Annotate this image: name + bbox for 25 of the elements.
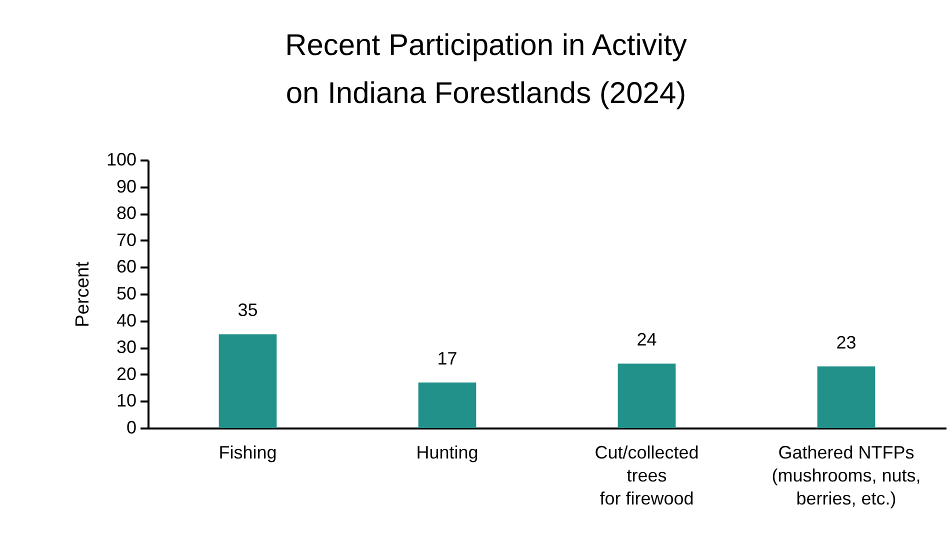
y-tick-label: 60 <box>116 256 136 277</box>
bar <box>418 382 476 428</box>
y-tick-label: 80 <box>116 203 136 224</box>
y-tick-label: 20 <box>116 364 136 384</box>
y-tick-label: 50 <box>116 284 136 304</box>
x-tick-label: Hunting <box>416 442 478 462</box>
data-label: 23 <box>836 332 856 352</box>
y-tick-label: 30 <box>116 337 136 358</box>
y-tick-label: 40 <box>116 310 136 330</box>
y-axis-title: Percent <box>72 261 94 328</box>
chart-title: Recent Participation in Activity on Indiana Forestlands (2024) <box>285 29 687 110</box>
bar <box>618 364 676 428</box>
y-tick-label: 10 <box>116 390 136 411</box>
data-label: 35 <box>238 300 258 320</box>
data-label: 17 <box>437 348 458 368</box>
y-tick-label: 70 <box>116 230 136 250</box>
bar <box>817 366 876 428</box>
data-label: 24 <box>636 330 657 350</box>
x-tick-label: Gathered NTFPs (mushrooms, nuts, berries, etc.) <box>772 442 921 508</box>
y-tick-label: 90 <box>116 176 136 196</box>
x-tick-label: Fishing <box>218 442 277 462</box>
y-tick-label: 0 <box>126 418 136 438</box>
bar <box>218 334 277 428</box>
y-tick-label: 100 <box>106 150 136 170</box>
x-tick-label: Cut/collected trees for firewood <box>594 442 699 508</box>
